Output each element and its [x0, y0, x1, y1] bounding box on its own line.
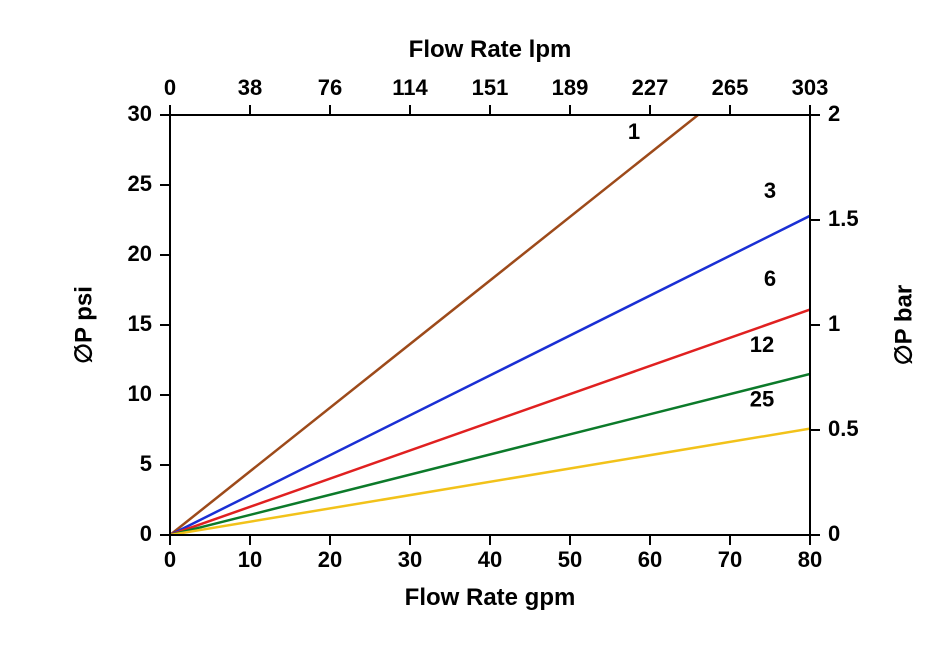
x-top-tick-label: 76 — [318, 75, 342, 100]
y-right-tick-label: 2 — [828, 101, 840, 126]
x-top-tick-label: 189 — [552, 75, 589, 100]
x-bottom-tick-label: 30 — [398, 547, 422, 572]
y-left-tick-label: 10 — [128, 381, 152, 406]
x-top-tick-label: 0 — [164, 75, 176, 100]
series-label: 12 — [750, 332, 774, 357]
y-right-tick-label: 1.5 — [828, 206, 859, 231]
y-left-title: ∅P psi — [70, 286, 97, 364]
y-left-tick-label: 0 — [140, 521, 152, 546]
x-top-tick-label: 303 — [792, 75, 829, 100]
x-bottom-tick-label: 40 — [478, 547, 502, 572]
x-bottom-tick-label: 50 — [558, 547, 582, 572]
series-label: 25 — [750, 386, 774, 411]
series-label: 1 — [628, 119, 640, 144]
y-right-tick-label: 1 — [828, 311, 840, 336]
y-left-tick-label: 5 — [140, 451, 152, 476]
chart-svg: 01020304050607080Flow Rate gpm0387611415… — [0, 0, 940, 664]
y-right-title: ∅P bar — [890, 285, 917, 366]
x-bottom-tick-label: 20 — [318, 547, 342, 572]
y-left-tick-label: 20 — [128, 241, 152, 266]
x-bottom-title: Flow Rate gpm — [405, 584, 576, 611]
x-top-tick-label: 227 — [632, 75, 669, 100]
y-left-tick-label: 25 — [128, 171, 152, 196]
y-right-tick-label: 0 — [828, 521, 840, 546]
x-top-title: Flow Rate lpm — [409, 36, 572, 63]
y-left-tick-label: 15 — [128, 311, 152, 336]
x-bottom-tick-label: 80 — [798, 547, 822, 572]
x-top-tick-label: 38 — [238, 75, 262, 100]
series-label: 6 — [764, 266, 776, 291]
series-label: 3 — [764, 178, 776, 203]
x-bottom-tick-label: 60 — [638, 547, 662, 572]
x-bottom-tick-label: 10 — [238, 547, 262, 572]
x-top-tick-label: 114 — [392, 75, 428, 100]
x-top-tick-label: 151 — [472, 75, 509, 100]
pressure-drop-chart: 01020304050607080Flow Rate gpm0387611415… — [0, 0, 940, 664]
y-left-tick-label: 30 — [128, 101, 152, 126]
x-bottom-tick-label: 0 — [164, 547, 176, 572]
y-right-tick-label: 0.5 — [828, 416, 859, 441]
x-top-tick-label: 265 — [712, 75, 749, 100]
x-bottom-tick-label: 70 — [718, 547, 742, 572]
